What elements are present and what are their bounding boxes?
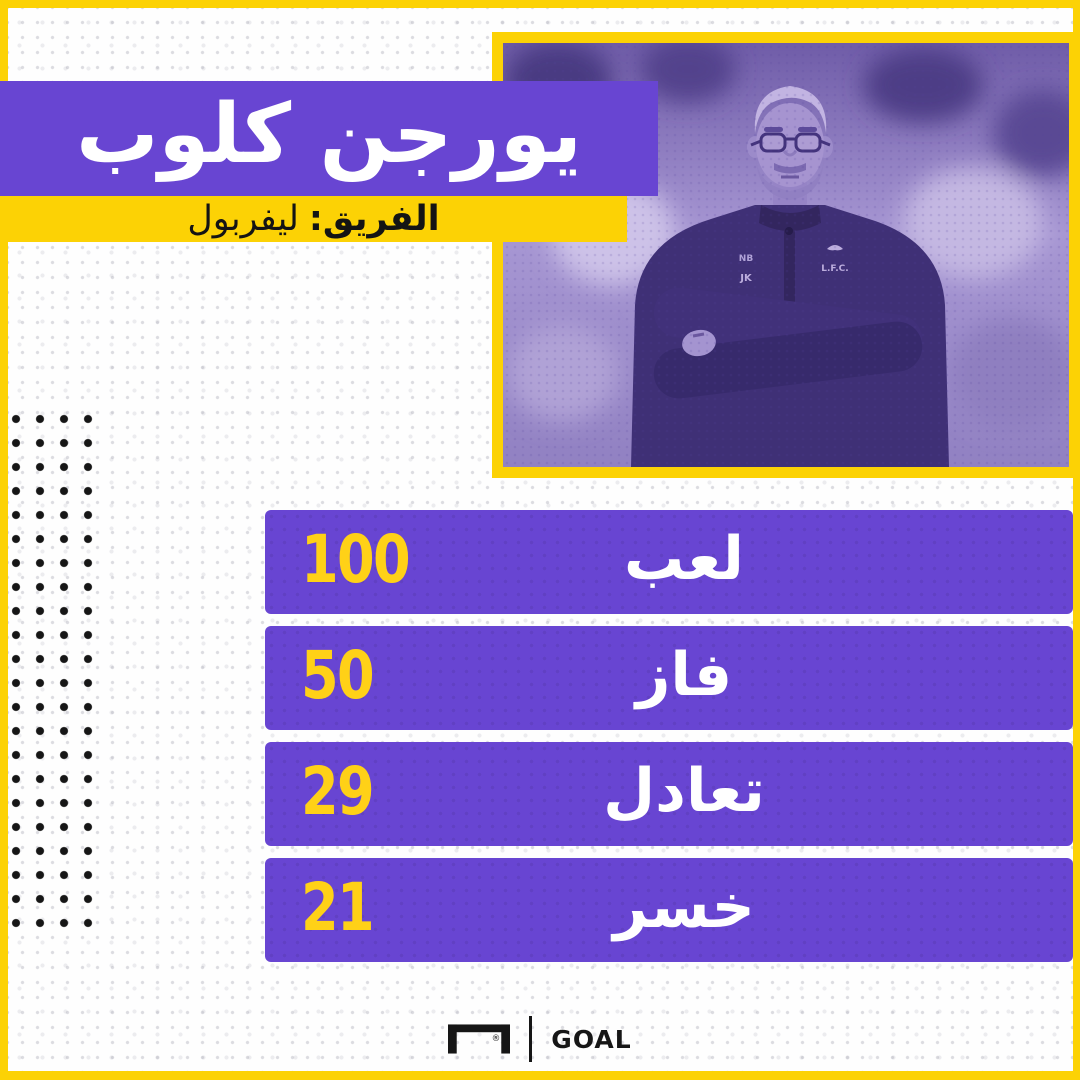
registered-mark: ®	[492, 1034, 501, 1044]
stat-row-played: 100 لعب	[265, 510, 1073, 614]
canvas-border-top	[0, 0, 1080, 8]
footer-divider	[529, 1016, 533, 1062]
stat-value: 29	[301, 753, 375, 831]
stat-row-won: 50 فاز	[265, 626, 1073, 730]
team-value: ليفربول	[187, 198, 299, 239]
team-label: الفريق:	[308, 198, 440, 239]
page-title: يورجن كلوب	[76, 86, 582, 182]
canvas-border-right	[1073, 0, 1080, 1080]
dot-grid-decoration	[4, 407, 100, 935]
title-banner: يورجن كلوب	[0, 81, 658, 196]
stat-value: 50	[301, 637, 375, 715]
stat-value: 100	[301, 521, 411, 599]
stat-row-drawn: 29 تعادل	[265, 742, 1073, 846]
stat-label: تعادل	[603, 756, 765, 826]
goal-wordmark: GOAL	[551, 1024, 632, 1054]
stat-label: لعب	[624, 524, 744, 594]
team-band: الفريق: ليفربول	[0, 196, 627, 242]
stat-value: 21	[301, 869, 375, 947]
stat-row-lost: 21 خسر	[265, 858, 1073, 962]
stats-table: 100 لعب 50 فاز 29 تعادل 21 خسر	[265, 510, 1073, 974]
goal-net-icon: ®	[448, 1024, 511, 1054]
canvas-border-bottom	[0, 1071, 1080, 1080]
stat-label: خسر	[613, 872, 755, 942]
brand-footer: ® GOAL	[0, 1010, 1080, 1068]
stat-label: فاز	[635, 640, 733, 710]
